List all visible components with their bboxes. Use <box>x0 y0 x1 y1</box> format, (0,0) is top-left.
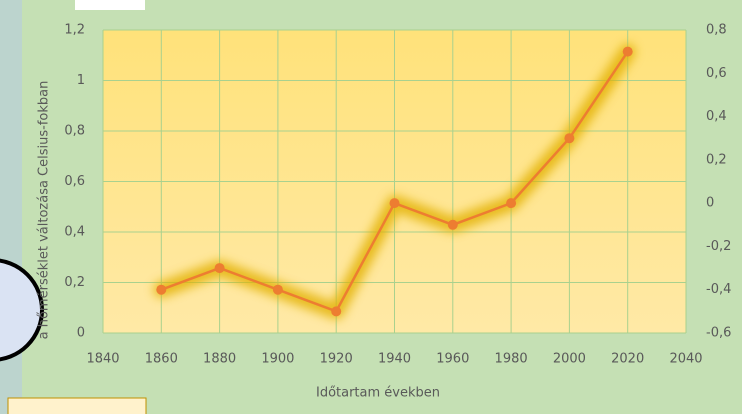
data-point <box>214 263 225 274</box>
y2-tick-label: 0,4 <box>706 109 727 124</box>
decor-circle <box>0 258 44 362</box>
data-point <box>447 219 458 230</box>
x-axis-label: Időtartam években <box>316 386 440 401</box>
x-tick-label: 2000 <box>553 352 586 367</box>
y-tick-label: 0,6 <box>64 174 85 189</box>
decor-box <box>7 397 147 414</box>
x-tick-label: 1880 <box>203 352 236 367</box>
y2-tick-label: 0,6 <box>706 66 727 81</box>
y2-tick-label: 0,2 <box>706 152 727 167</box>
y-tick-label: 0,8 <box>64 124 85 139</box>
x-tick-label: 1940 <box>378 352 411 367</box>
data-point <box>506 198 517 209</box>
x-tick-label: 1920 <box>320 352 353 367</box>
data-point <box>389 198 400 209</box>
y2-tick-label: -0,2 <box>706 239 731 254</box>
data-point <box>272 284 283 295</box>
y-tick-label: 0,2 <box>64 275 85 290</box>
top-tab <box>75 0 145 10</box>
y-tick-label: 1,2 <box>64 23 85 38</box>
data-point <box>622 46 633 57</box>
x-tick-label: 2020 <box>611 352 644 367</box>
x-tick-label: 1860 <box>145 352 178 367</box>
x-tick-label: 1840 <box>86 352 119 367</box>
y-tick-label: 0 <box>77 326 85 341</box>
x-tick-label: 2040 <box>669 352 702 367</box>
data-point <box>564 133 575 144</box>
y2-tick-label: 0 <box>706 196 714 211</box>
data-point <box>156 284 167 295</box>
x-tick-label: 1980 <box>495 352 528 367</box>
y2-tick-label: -0,6 <box>706 326 731 341</box>
y-tick-label: 0,4 <box>64 225 85 240</box>
y2-tick-label: -0,4 <box>706 282 731 297</box>
x-tick-label: 1900 <box>261 352 294 367</box>
y-axis-label: a hőmérséklet változása Celsius-fokban <box>37 81 52 340</box>
x-tick-label: 1960 <box>436 352 469 367</box>
y2-tick-label: 0,8 <box>706 23 727 38</box>
y-tick-label: 1 <box>77 73 85 88</box>
data-point <box>331 306 342 317</box>
